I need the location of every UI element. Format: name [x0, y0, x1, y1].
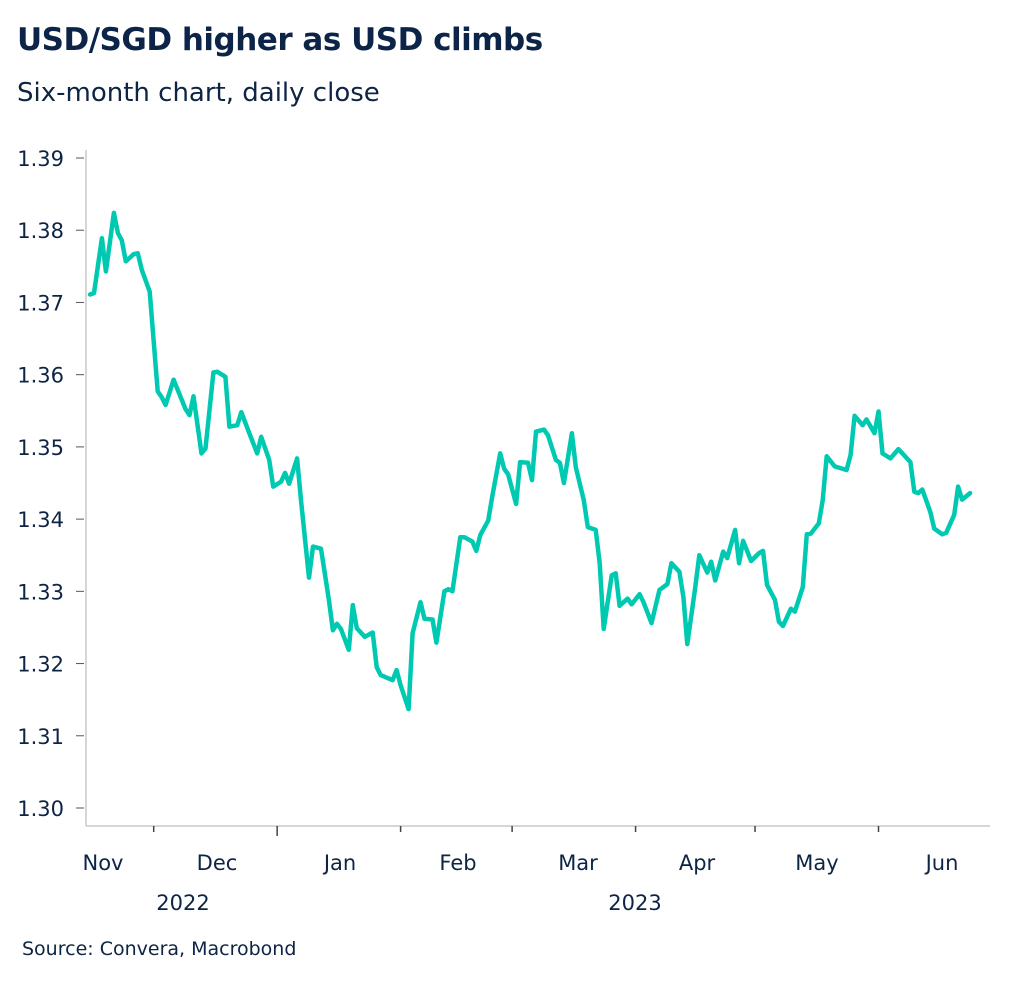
x-month-label: Dec: [197, 851, 238, 875]
x-year-label: 2022: [156, 891, 209, 915]
chart-title: USD/SGD higher as USD climbs: [17, 22, 543, 58]
x-month-label: Feb: [439, 851, 476, 875]
x-month-label: Apr: [679, 851, 716, 875]
x-month-label: Nov: [83, 851, 124, 875]
usd-sgd-line: [87, 210, 973, 712]
source-note: Source: Convera, Macrobond: [22, 938, 297, 960]
x-month-label: Jan: [322, 851, 356, 875]
x-month-label: Jun: [924, 851, 959, 875]
x-month-label: Mar: [558, 851, 598, 875]
y-tick-label: 1.39: [17, 147, 64, 171]
y-tick-label: 1.36: [17, 364, 64, 388]
y-tick-label: 1.32: [17, 653, 64, 677]
y-tick-label: 1.34: [17, 508, 64, 532]
x-axis: Nov Dec Jan Feb Mar Apr May Jun 2022 2023: [83, 825, 990, 915]
x-month-label: May: [795, 851, 838, 875]
y-tick-label: 1.37: [17, 291, 64, 315]
y-axis: 1.30 1.31 1.32 1.33 1.34 1.35 1.36 1.37 1.38 1.39: [17, 147, 87, 826]
x-year-label: 2023: [608, 891, 661, 915]
y-tick-label: 1.31: [17, 725, 64, 749]
chart-subtitle: Six-month chart, daily close: [17, 78, 380, 108]
y-tick-label: 1.35: [17, 436, 64, 460]
series-group: [87, 210, 973, 712]
y-tick-label: 1.38: [17, 219, 64, 243]
y-tick-label: 1.33: [17, 580, 64, 604]
y-tick-label: 1.30: [17, 797, 64, 821]
